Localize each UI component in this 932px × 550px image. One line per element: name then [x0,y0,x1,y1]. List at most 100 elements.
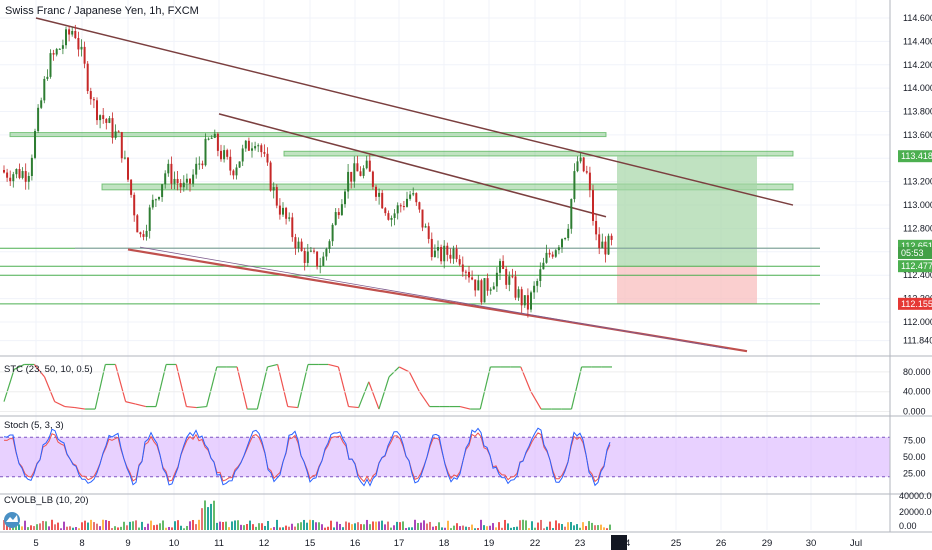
volume-bar [276,519,278,530]
candle-body [291,217,294,238]
candle-body [111,118,114,138]
volume-bar [519,520,521,530]
stc-line-segment [398,366,410,373]
candle-body [86,63,89,92]
time-tick-label: 30 [806,538,817,549]
resistance-zone [283,150,794,157]
volume-bar [438,522,440,530]
time-tick-label: 26 [716,538,727,549]
volume-bar [168,526,170,530]
volume-bar [549,521,551,530]
candle-body [260,145,263,153]
candle-body [77,38,80,50]
candle-body [117,131,120,133]
candle-body [464,271,467,273]
volume-bar [228,527,230,530]
volume-bar [477,528,479,530]
candle-body [105,119,108,123]
volume-bar [216,522,218,530]
candle-body [412,193,415,195]
stc-line-segment [408,371,421,392]
candle-body [533,285,536,293]
candle-body [285,207,288,219]
candle-body [505,268,508,285]
volume-bar [567,522,569,530]
candle-body [561,239,563,248]
volume-bar [510,527,512,530]
candle-body [523,295,526,306]
volume-bar [171,527,173,530]
volume-bar [543,528,545,530]
volume-bar [534,527,536,530]
volume-bar [6,524,8,530]
candle-body [337,212,340,216]
volume-pane [3,500,611,530]
candle-body [3,169,5,173]
volume-bar [309,519,311,530]
volume-bar [501,527,503,530]
candle-body [514,276,517,298]
candle-body [37,107,40,132]
candle-body [241,148,244,162]
candle-body [604,241,607,255]
tradingview-logo-icon[interactable] [4,512,20,528]
volume-bar [420,522,422,530]
volume-bar [318,522,320,530]
candle-body [102,115,105,120]
volume-bar [96,523,98,530]
volume-bar [138,527,140,530]
candle-body [158,197,160,200]
stc-line-segment [287,405,298,409]
volume-bar [384,524,386,530]
volume-bar [315,522,317,530]
trendline [35,17,794,206]
stc-line-segment [256,366,269,410]
volume-bar [462,525,464,530]
volume-bar [447,520,449,530]
volume-bar [450,528,452,530]
volume-bar [72,527,74,530]
volume-bar [237,520,239,530]
volume-bar [3,520,5,530]
time-tick-label: 5 [33,538,38,549]
volume-tick-label: 0.00 [899,521,917,531]
volume-bar [252,524,254,530]
candle-body [136,215,139,233]
volume-bar [573,525,575,530]
candle-body [526,295,529,310]
candle-body [130,179,133,195]
candle-body [254,146,257,149]
candle-body [43,78,46,101]
candle-body [316,251,319,267]
volume-bar [87,522,89,530]
candle-body [303,250,306,263]
volume-bar [57,522,59,530]
candle-body [170,163,173,184]
candle-body [9,177,12,182]
volume-bar [459,526,461,530]
volume-bar [528,528,530,530]
volume-bar [444,527,446,530]
volume-bar [408,527,410,530]
volume-bar [141,521,143,530]
time-tick-label: 19 [484,538,495,549]
volume-bar [231,521,233,530]
volume-bar [108,520,110,530]
volume-bar [411,527,413,530]
volume-bar [270,528,272,530]
candle-body [179,183,182,188]
stc-line-segment [348,405,359,409]
volume-bar [201,508,203,530]
candle-body [235,167,238,176]
stc-line-segment [267,363,278,368]
candle-body [508,276,511,285]
volume-bar [129,521,131,530]
volume-bar [51,519,53,530]
candle-body [278,205,281,215]
stc-line-segment [125,401,136,405]
stoch-tick-label: 50.00 [903,452,926,462]
candle-body [517,289,520,298]
stc-line-segment [43,376,56,402]
stoch-band [0,437,890,477]
